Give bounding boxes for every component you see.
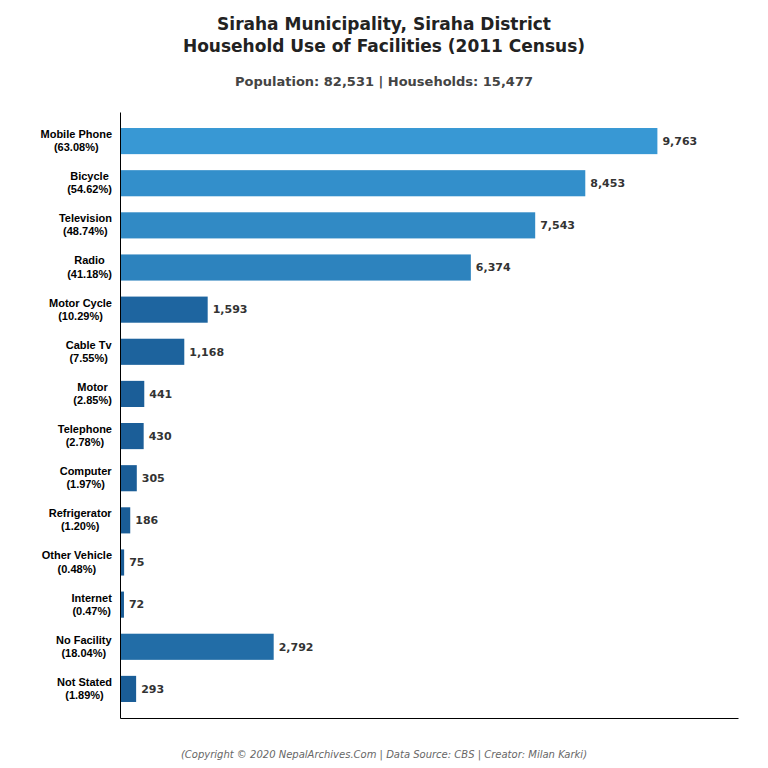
- y-tick: No Facility(18.04%): [56, 634, 120, 659]
- y-tick: Computer(1.97%): [60, 465, 120, 490]
- y-tick: Bicycle(54.62%): [67, 170, 120, 195]
- y-tick-label-line: Bicycle: [70, 170, 109, 182]
- y-tick: Other Vehicle (0.48%): [42, 549, 120, 574]
- bar: [120, 465, 137, 491]
- title-line: Household Use of Facilities (2011 Census…: [183, 36, 585, 56]
- y-tick-label: Bicycle(54.62%): [67, 170, 112, 195]
- y-tick-label: Refrigerator(1.20%): [49, 507, 113, 532]
- y-tick-label-line: (63.08%): [54, 141, 99, 153]
- title-line: Siraha Municipality, Siraha District: [217, 14, 551, 34]
- y-tick-label-line: Refrigerator: [49, 507, 113, 519]
- y-tick-label: Internet(0.47%): [71, 592, 112, 617]
- bars: [120, 128, 657, 702]
- data-label: 72: [129, 598, 144, 611]
- y-axis-line: [120, 113, 121, 719]
- x-axis: [121, 718, 739, 719]
- x-axis-line: [121, 718, 739, 719]
- y-tick: Refrigerator(1.20%): [49, 507, 120, 532]
- y-tick-label-line: (7.55%): [69, 352, 108, 364]
- y-tick-label: Mobile Phone(63.08%): [41, 128, 113, 153]
- y-tick-label-line: Cable Tv: [66, 339, 113, 351]
- y-tick-label: Motor(2.85%): [73, 381, 112, 406]
- y-axis: Mobile Phone(63.08%) Bicycle(54.62%) Telev…: [41, 113, 121, 719]
- data-label: 1,593: [213, 303, 248, 316]
- bar: [120, 212, 535, 238]
- data-label: 186: [135, 514, 158, 527]
- y-tick-label-line: Not Stated: [57, 676, 112, 688]
- y-tick-label: Television(48.74%): [59, 212, 112, 237]
- y-tick-label-line: Motor: [77, 381, 108, 393]
- y-tick-label: Telephone(2.78%): [58, 423, 112, 448]
- bar: [120, 170, 585, 196]
- bar: [120, 128, 657, 154]
- y-tick-label: Other Vehicle (0.48%): [42, 549, 112, 574]
- data-label: 2,792: [279, 641, 314, 654]
- bar: [120, 297, 208, 323]
- y-tick-label-line: (48.74%): [63, 225, 108, 237]
- subtitle: Population: 82,531 | Households: 15,477: [235, 74, 533, 89]
- data-label: 293: [141, 683, 164, 696]
- y-tick: Radio (41.18%): [67, 254, 120, 279]
- y-tick-label-line: Radio: [74, 254, 105, 266]
- data-label: 1,168: [189, 346, 224, 359]
- data-label: 75: [129, 556, 144, 569]
- y-tick-label: Radio (41.18%): [67, 254, 112, 279]
- bar: [120, 339, 184, 365]
- bar: [120, 634, 274, 660]
- data-label: 6,374: [476, 261, 511, 274]
- chart: Siraha Municipality, Siraha DistrictHous…: [0, 0, 768, 768]
- y-tick-label-line: (1.97%): [66, 478, 105, 490]
- y-tick-label-line: Other Vehicle: [42, 549, 112, 561]
- data-label: 305: [142, 472, 165, 485]
- data-label: 430: [149, 430, 172, 443]
- plot: 9,763 8,453 7,543 6,374 1,593 1,168 441 430 305 1…: [41, 113, 739, 719]
- y-tick-label-line: Telephone: [58, 423, 112, 435]
- y-tick-label-line: (2.78%): [66, 436, 105, 448]
- y-tick-label: Cable Tv(7.55%): [66, 339, 113, 364]
- y-tick-label-line: (18.04%): [61, 647, 106, 659]
- data-labels: 9,763 8,453 7,543 6,374 1,593 1,168 441 430 305 1…: [129, 135, 697, 696]
- bar: [120, 676, 136, 702]
- y-tick: Mobile Phone(63.08%): [41, 128, 121, 153]
- y-tick-label-line: Internet: [71, 592, 112, 604]
- y-tick-label-line: Computer: [60, 465, 113, 477]
- y-tick-label-line: (0.47%): [72, 605, 111, 617]
- bar: [120, 381, 144, 407]
- y-tick-label-line: (10.29%): [58, 310, 103, 322]
- y-tick: Telephone(2.78%): [58, 423, 120, 448]
- y-tick: Motor Cycle(10.29%): [49, 297, 120, 322]
- y-tick: Not Stated(1.89%): [57, 676, 120, 701]
- footer: (Copyright © 2020 NepalArchives.Com | Da…: [181, 749, 587, 761]
- bar: [120, 254, 471, 280]
- y-tick: Motor(2.85%): [73, 381, 120, 406]
- y-tick: Television(48.74%): [59, 212, 120, 237]
- y-tick-label-line: (41.18%): [67, 268, 112, 280]
- data-label: 441: [149, 388, 172, 401]
- y-tick-label-line: (54.62%): [67, 183, 112, 195]
- y-tick-label-line: No Facility: [56, 634, 113, 646]
- data-label: 9,763: [662, 135, 697, 148]
- y-tick-label: Motor Cycle(10.29%): [49, 297, 112, 322]
- y-tick-label-line: Television: [59, 212, 112, 224]
- y-tick-label-line: (0.48%): [58, 563, 97, 575]
- y-tick-label-line: (1.20%): [61, 520, 100, 532]
- y-tick-label-line: Mobile Phone: [41, 128, 113, 140]
- y-tick-label: No Facility(18.04%): [56, 634, 113, 659]
- title: Siraha Municipality, Siraha DistrictHous…: [183, 14, 585, 56]
- y-tick-label-line: (2.85%): [73, 394, 112, 406]
- bar: [120, 423, 144, 449]
- y-tick: Internet(0.47%): [71, 592, 120, 617]
- data-label: 7,543: [540, 219, 575, 232]
- y-tick-label: Not Stated(1.89%): [57, 676, 112, 701]
- y-tick-label-line: Motor Cycle: [49, 297, 112, 309]
- y-tick-label: Computer(1.97%): [60, 465, 113, 490]
- y-tick-label-line: (1.89%): [65, 689, 104, 701]
- bar: [120, 507, 130, 533]
- data-label: 8,453: [590, 177, 625, 190]
- y-tick: Cable Tv(7.55%): [66, 339, 120, 364]
